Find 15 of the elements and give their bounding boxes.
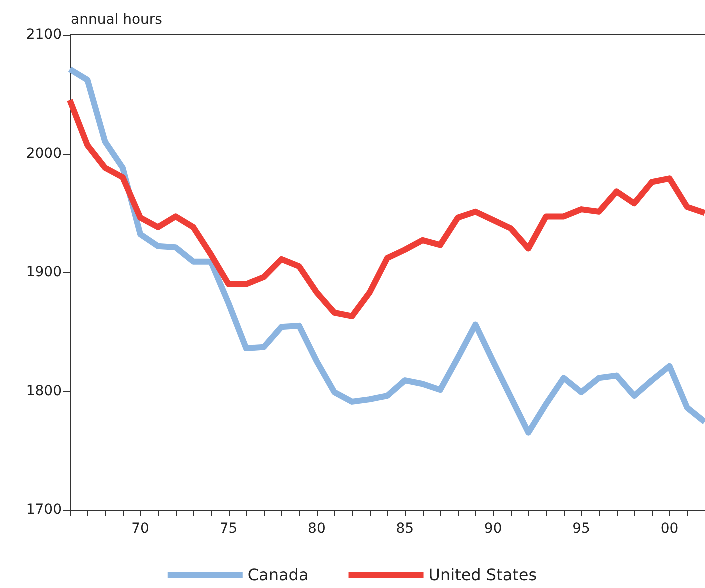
x-tick-label: 95 — [572, 521, 590, 537]
y-tick-label: 1800 — [26, 383, 62, 400]
y-tick-label: 2100 — [26, 27, 62, 43]
legend-label: United States — [428, 566, 538, 584]
y-axis-title: annual hours — [71, 12, 162, 28]
x-tick-label: 00 — [660, 521, 679, 537]
x-tick-label: 80 — [308, 521, 326, 537]
x-tick-label: 75 — [220, 521, 238, 537]
y-tick-label: 2000 — [26, 146, 62, 162]
y-tick-label: 1900 — [26, 264, 62, 280]
y-tick-label: 1700 — [26, 502, 62, 518]
x-tick-label: 70 — [132, 521, 150, 537]
x-tick-label: 90 — [484, 521, 502, 537]
legend-label: Canada — [248, 566, 309, 584]
x-tick-label: 85 — [396, 521, 414, 537]
